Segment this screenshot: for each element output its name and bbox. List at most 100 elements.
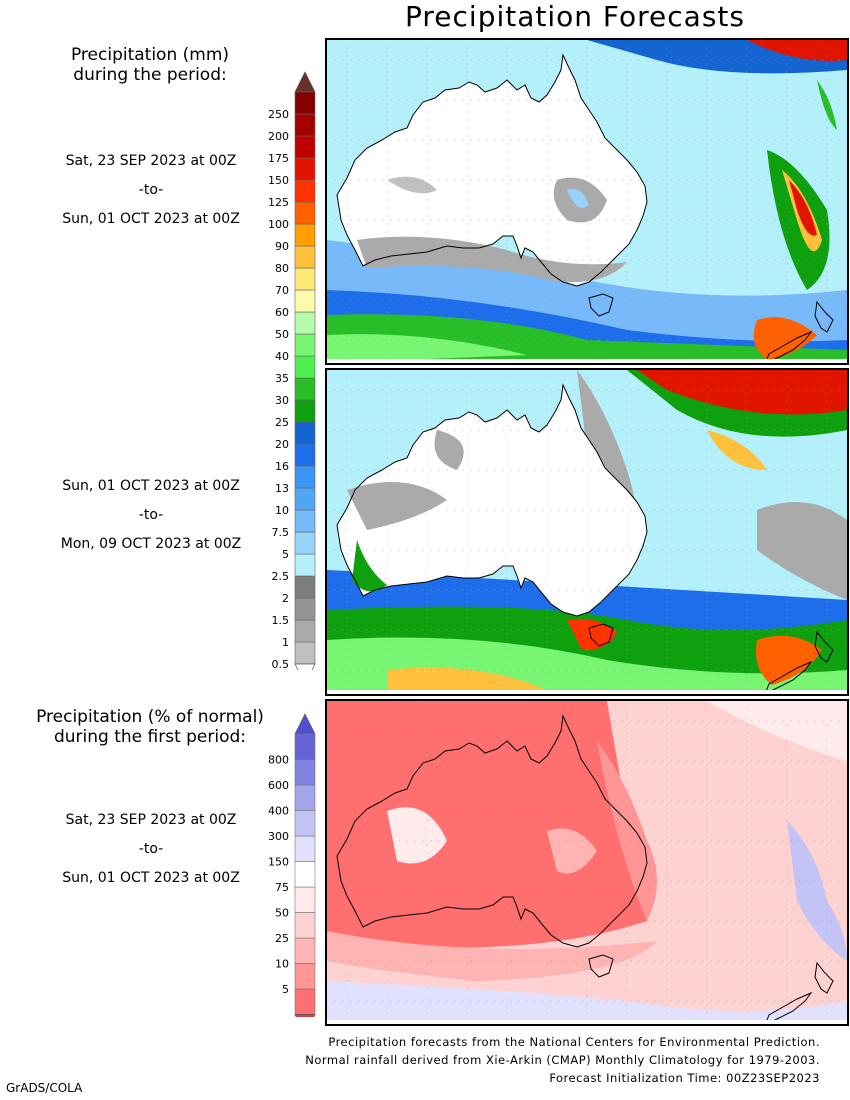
period-separator: -to- — [138, 507, 164, 523]
colorbar-tick-label: 1 — [282, 636, 289, 649]
colorbar-tick-label: 2 — [282, 592, 289, 605]
colorbar-segment — [294, 597, 316, 621]
colorbar-tick-label: 10 — [275, 958, 289, 971]
colorbar-tick-label: 60 — [275, 306, 289, 319]
colorbar-segment — [294, 937, 316, 964]
precip-field-area — [387, 667, 547, 690]
precip-field-area — [567, 189, 589, 208]
pct-legend-heading: Precipitation (% of normal) during the f… — [10, 707, 290, 747]
map-gridlines — [334, 377, 840, 683]
australia-coastline — [336, 383, 648, 617]
precip-field-area — [352, 540, 387, 592]
colorbar-tick-label: 20 — [275, 438, 289, 451]
colorbar-tick-label: 25 — [275, 416, 289, 429]
precip-field-area — [357, 236, 627, 283]
period-separator: -to- — [138, 841, 164, 857]
colorbar-segment — [294, 861, 316, 888]
nz-north-island-coastline — [814, 961, 834, 994]
period-end: Sun, 01 OCT 2023 at 00Z — [62, 211, 240, 227]
colorbar-tick-label: 7.5 — [272, 526, 290, 539]
colorbar-segment — [294, 377, 316, 401]
precip-field-area — [567, 618, 617, 651]
colorbar-segment — [294, 289, 316, 313]
colorbar-tick-label: 1.5 — [272, 614, 290, 627]
colorbar-segment — [294, 113, 316, 137]
colorbar-tick-label: 5 — [282, 983, 289, 996]
colorbar-segment — [294, 641, 316, 665]
footer-notes: Precipitation forecasts from the Nationa… — [305, 1033, 820, 1087]
precip-field-area — [757, 502, 847, 600]
mm-legend-heading-line2: during the period: — [73, 65, 227, 85]
colorbar-segment — [294, 509, 316, 533]
precip-field-area — [547, 828, 597, 874]
colorbar-segment — [294, 91, 316, 115]
precip-field-area — [327, 701, 647, 948]
colorbar-tick-label: 125 — [268, 196, 289, 209]
precip-field-area — [327, 931, 657, 981]
colorbar-tick-label: 250 — [268, 108, 289, 121]
precip-field-area — [817, 80, 837, 130]
colorbar-tick-label: 150 — [268, 174, 289, 187]
colorbar-tick-label: 16 — [275, 460, 289, 473]
precip-map-period-1 — [325, 38, 849, 365]
colorbar-tick-label: 2.5 — [272, 570, 290, 583]
colorbar-tick-label: 800 — [268, 754, 289, 767]
nz-south-island-coastline — [766, 991, 813, 1020]
period-start: Sun, 01 OCT 2023 at 00Z — [62, 478, 240, 494]
footer-line-2: Normal rainfall derived from Xie-Arkin (… — [305, 1053, 820, 1067]
map-gridlines — [334, 708, 840, 1014]
colorbar-tick-label: 300 — [268, 830, 289, 843]
precip-field-area — [787, 821, 847, 961]
colorbar-segment — [294, 465, 316, 489]
colorbar-tick-label: 200 — [268, 130, 289, 143]
software-credit: GrADS/COLA — [6, 1081, 83, 1095]
colorbar-segment — [294, 784, 316, 811]
australia-coastline — [336, 714, 648, 948]
colorbar-segment — [294, 135, 316, 159]
colorbar-segment — [294, 311, 316, 335]
colorbar-tick-label: 175 — [268, 152, 289, 165]
colorbar-segment — [294, 157, 316, 181]
colorbar-segment — [294, 399, 316, 423]
colorbar-segment — [294, 759, 316, 786]
pct-colorbar: 5 10 25 50 75 150 300 400 600 800 — [255, 712, 325, 1036]
colorbar-tick-label: 25 — [275, 932, 289, 945]
precip-field-area — [347, 482, 447, 530]
nz-north-island-coastline — [814, 300, 834, 333]
colorbar-segment — [294, 912, 316, 939]
period-start: Sat, 23 SEP 2023 at 00Z — [65, 153, 237, 169]
colorbar-tick-label: 35 — [275, 372, 289, 385]
page-title: Precipitation Forecasts — [405, 0, 745, 33]
colorbar-segment — [294, 421, 316, 445]
colorbar-segment — [294, 487, 316, 511]
tasmania-coastline — [588, 623, 614, 647]
mm-legend-heading: Precipitation (mm) during the period: — [40, 45, 260, 85]
period-1-label: Sat, 23 SEP 2023 at 00Z -to- Sun, 01 OCT… — [20, 147, 282, 234]
precip-field-area — [789, 180, 817, 236]
colorbar-segment — [294, 333, 316, 357]
australia-coastline — [336, 53, 648, 287]
colorbar-segment — [294, 223, 316, 247]
colorbar-segment — [294, 575, 316, 599]
footer-line-3: Forecast Initialization Time: 00Z23SEP20… — [549, 1071, 820, 1085]
colorbar-tick-label: 70 — [275, 284, 289, 297]
colorbar-tick-label: 10 — [275, 504, 289, 517]
colorbar-top-arrow — [294, 713, 316, 735]
colorbar-segment — [294, 810, 316, 837]
period-start: Sat, 23 SEP 2023 at 00Z — [65, 812, 237, 828]
precip-map-period-2 — [325, 368, 849, 696]
colorbar-tick-label: 150 — [268, 856, 289, 869]
precip-field-area — [747, 40, 847, 61]
precip-field-area — [597, 741, 657, 921]
colorbar-top-arrow — [294, 71, 316, 93]
period-3-label: Sat, 23 SEP 2023 at 00Z -to- Sun, 01 OCT… — [20, 806, 282, 893]
map-gridlines — [334, 47, 840, 353]
nz-south-island-coastline — [766, 330, 813, 359]
period-end: Sun, 01 OCT 2023 at 00Z — [62, 870, 240, 886]
precip-field-area — [337, 385, 647, 616]
colorbar-tick-label: 40 — [275, 350, 289, 363]
colorbar-segment — [294, 201, 316, 225]
period-2-label: Sun, 01 OCT 2023 at 00Z -to- Mon, 09 OCT… — [20, 472, 282, 559]
tasmania-coastline — [588, 293, 614, 317]
precip-field-area — [387, 807, 447, 864]
